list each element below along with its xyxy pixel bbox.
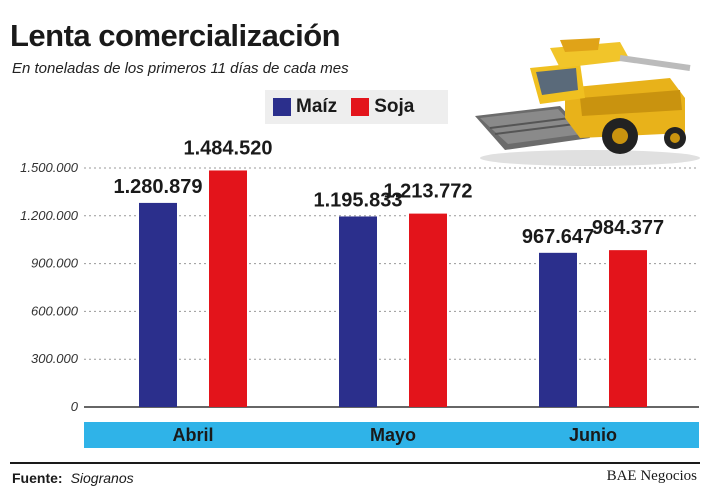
- category-label-abril: Abril: [172, 425, 213, 445]
- data-label: 1.280.879: [114, 176, 203, 198]
- y-tick-label: 900.000: [31, 256, 79, 271]
- data-label: 984.377: [592, 217, 664, 239]
- category-label-junio: Junio: [569, 425, 617, 445]
- category-label-mayo: Mayo: [370, 425, 416, 445]
- data-label: 1.195.833: [314, 189, 403, 211]
- combine-harvester-icon: [475, 38, 700, 166]
- legend-item-maiz: Maíz: [273, 96, 337, 118]
- y-tick-label: 1.500.000: [20, 160, 79, 175]
- bar-soja-mayo: [409, 213, 447, 407]
- source-label: Fuente:: [12, 470, 63, 486]
- y-tick-label: 0: [71, 399, 79, 414]
- legend-label-maiz: Maíz: [296, 96, 338, 117]
- legend-swatch-maiz: [273, 98, 291, 116]
- bar-maiz-mayo: [339, 216, 377, 407]
- y-tick-label: 1.200.000: [20, 208, 79, 223]
- bar-maiz-junio: [539, 252, 577, 407]
- data-label: 1.484.520: [184, 137, 273, 159]
- legend-label-soja: Soja: [374, 96, 415, 117]
- source-value: Siogranos: [70, 470, 134, 486]
- bar-soja-abril: [209, 170, 247, 407]
- credit: BAE Negocios: [606, 468, 697, 484]
- data-label: 1.213.772: [384, 181, 473, 203]
- y-tick-label: 300.000: [31, 351, 79, 366]
- bar-maiz-abril: [139, 202, 177, 407]
- legend: Maíz Soja: [265, 90, 448, 124]
- chart-subtitle: En toneladas de los primeros 11 días de …: [12, 60, 349, 77]
- bar-soja-junio: [609, 250, 647, 407]
- chart-title: Lenta comercialización: [10, 18, 341, 53]
- data-label: 967.647: [522, 226, 594, 248]
- y-tick-label: 600.000: [31, 303, 79, 318]
- legend-swatch-soja: [351, 98, 370, 116]
- legend-item-soja: Soja: [351, 96, 414, 118]
- category-band: [84, 422, 699, 448]
- source-note: Fuente: Siogranos: [12, 470, 134, 486]
- footer-rule: [10, 462, 700, 464]
